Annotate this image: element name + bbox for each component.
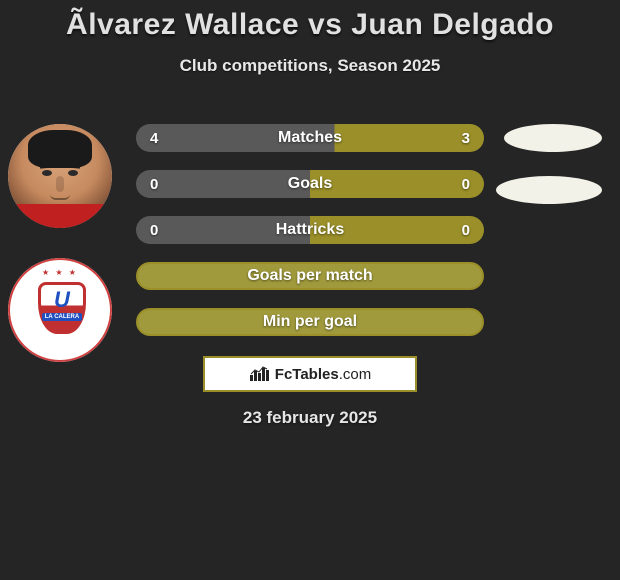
attribution: FcTables.com xyxy=(0,356,620,392)
stat-row: Goals per match xyxy=(136,262,484,290)
stat-row: 00Goals xyxy=(136,170,484,198)
barchart-icon xyxy=(249,365,271,383)
stat-bar-split xyxy=(136,216,484,244)
badge-letter: U xyxy=(54,289,70,311)
ratio-ellipse xyxy=(504,124,602,152)
stat-row: 43Matches xyxy=(136,124,484,152)
badge-text: LA CALERA xyxy=(42,313,82,321)
comparison-card: Ãlvarez Wallace vs Juan Delgado Club com… xyxy=(0,0,620,580)
page-title: Ãlvarez Wallace vs Juan Delgado xyxy=(0,0,620,42)
club-badge: ★ ★ ★ U LA CALERA xyxy=(8,258,112,362)
badge-stars-icon: ★ ★ ★ xyxy=(10,268,110,277)
club-avatar: ★ ★ ★ U LA CALERA xyxy=(8,258,112,362)
subtitle: Club competitions, Season 2025 xyxy=(0,56,620,76)
player-avatar xyxy=(8,124,112,228)
stat-row: Min per goal xyxy=(136,308,484,336)
ratio-ellipse xyxy=(496,176,602,204)
stat-bar-empty xyxy=(136,262,484,290)
attribution-text: FcTables.com xyxy=(275,366,371,383)
date-label: 23 february 2025 xyxy=(0,408,620,428)
stat-bar-empty xyxy=(136,308,484,336)
stat-row: 00Hattricks xyxy=(136,216,484,244)
attribution-box: FcTables.com xyxy=(203,356,417,392)
player-photo xyxy=(8,124,112,228)
stat-bar-split xyxy=(136,124,484,152)
attribution-suffix: .com xyxy=(339,366,372,383)
attribution-brand: FcTables xyxy=(275,366,339,383)
stat-bar-split xyxy=(136,170,484,198)
stat-bars: 43Matches 00Goals 00Hattricks Goals per mat… xyxy=(136,124,484,354)
